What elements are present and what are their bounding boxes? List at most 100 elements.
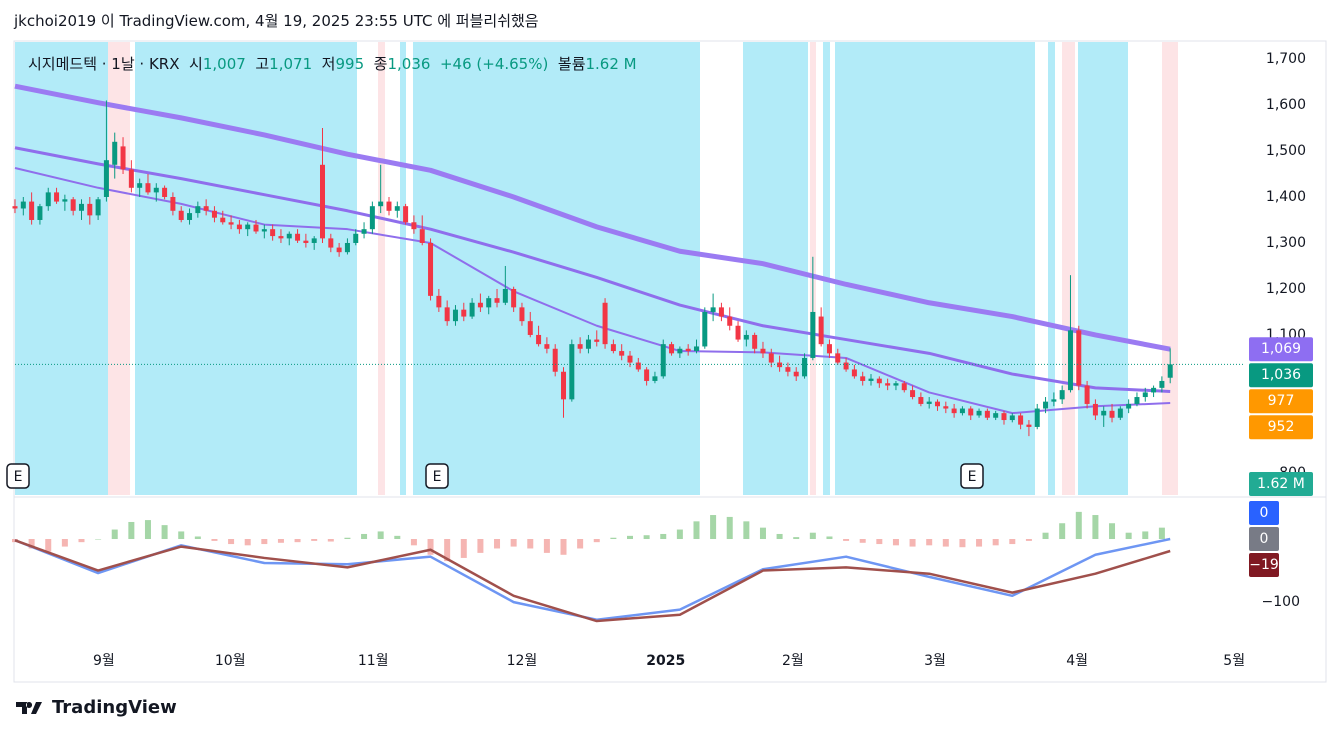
candle-body [511, 288, 517, 308]
candle-body [245, 224, 251, 230]
histogram-bar [128, 521, 135, 540]
candle-body [577, 344, 583, 349]
candle-body [785, 367, 791, 372]
candle-body [660, 344, 666, 377]
candle-body [835, 353, 841, 363]
candle-body [45, 192, 51, 207]
candle-body [1142, 392, 1148, 398]
candle-body [1026, 424, 1032, 427]
histogram-bar [61, 539, 68, 547]
candle-body [311, 238, 317, 243]
histogram-bar [843, 539, 850, 541]
close-label: 종 [373, 55, 388, 73]
candle-body [976, 410, 982, 416]
candle-body [328, 238, 334, 248]
candle-body [935, 401, 940, 407]
y-tick-label: 1,400 [1266, 189, 1306, 205]
candle-body [112, 141, 118, 165]
candle-body [868, 378, 874, 381]
y-tick-label: 1,300 [1266, 235, 1306, 251]
candle-body [394, 206, 400, 211]
histogram-bar [776, 533, 783, 540]
candle-body [793, 371, 799, 377]
candle-body [1067, 330, 1073, 391]
candle-body [893, 383, 899, 386]
value-label-box [1249, 527, 1279, 552]
histogram-bar [111, 529, 118, 540]
candle-body [87, 203, 93, 216]
candle-body [1076, 330, 1082, 386]
candle-body [153, 187, 159, 193]
candle-body [270, 229, 276, 237]
candle-body [187, 213, 193, 220]
candle-body [810, 311, 816, 358]
low: 995 [335, 55, 365, 73]
candle-body [1117, 408, 1123, 418]
candle-body [993, 413, 999, 418]
candle-body [1084, 385, 1090, 404]
candle-body [760, 348, 766, 354]
histogram-bar [211, 539, 218, 541]
candle-body [569, 344, 575, 400]
histogram-bar [1075, 511, 1082, 540]
candle-body [162, 187, 168, 197]
candle-body [436, 295, 442, 308]
event-box [960, 463, 984, 489]
histogram-bar [161, 525, 168, 540]
candle-body [211, 210, 217, 218]
event-label: E [433, 469, 442, 485]
candle-body [943, 406, 949, 409]
candle-body [1009, 415, 1015, 421]
histogram-bar [410, 539, 417, 546]
histogram-bar [759, 527, 766, 540]
candle-body [1151, 387, 1157, 393]
histogram-bar [577, 539, 584, 549]
candle-body [1126, 403, 1132, 409]
moving-average [14, 146, 1171, 394]
histogram-bar [194, 536, 201, 540]
histogram-bar [78, 539, 85, 543]
candle-body [635, 362, 641, 370]
candle-body [594, 339, 600, 342]
candle-body [826, 344, 832, 354]
footer: TradingView [16, 697, 177, 718]
x-tick-label: 12월 [507, 653, 538, 669]
histogram-bar [726, 516, 733, 540]
candle-body [1051, 399, 1057, 402]
candle-body [627, 355, 633, 363]
candle-body [469, 302, 475, 317]
candle-body [295, 233, 301, 241]
value-label-box [1249, 553, 1279, 578]
histogram-bar [95, 539, 102, 540]
candle-body [544, 344, 550, 349]
price-label-box [1249, 415, 1313, 440]
histogram-bar [361, 533, 368, 540]
candle-body [735, 325, 741, 340]
candle-body [644, 369, 650, 381]
candle-body [860, 376, 866, 381]
candle-body [378, 201, 384, 207]
histogram-bar [560, 539, 567, 555]
histogram-bar [992, 539, 999, 546]
candle-body [120, 146, 126, 170]
price-label: 1,069 [1261, 341, 1301, 357]
volume: 1.62 M [585, 55, 637, 73]
price-label-box [1249, 363, 1313, 388]
histogram-bar [460, 539, 467, 558]
candle-body [195, 206, 201, 214]
histogram-bar [28, 539, 35, 549]
x-tick-label: 10월 [215, 653, 246, 669]
header: jkchoi2019 이 TradingView.com, 4월 19, 202… [14, 12, 539, 30]
candle-body [20, 201, 26, 209]
candle-body [1092, 403, 1098, 416]
histogram-bar [510, 539, 517, 547]
price-label: 1,036 [1261, 367, 1301, 383]
high: 1,071 [269, 55, 313, 73]
candle-body [802, 357, 808, 377]
logo: TradingView [52, 697, 177, 718]
histogram-bar [1125, 532, 1132, 540]
candle-body [444, 307, 450, 322]
histogram-bar [826, 536, 833, 540]
x-tick-label: 3월 [924, 653, 946, 669]
histogram-bar [1109, 523, 1116, 540]
